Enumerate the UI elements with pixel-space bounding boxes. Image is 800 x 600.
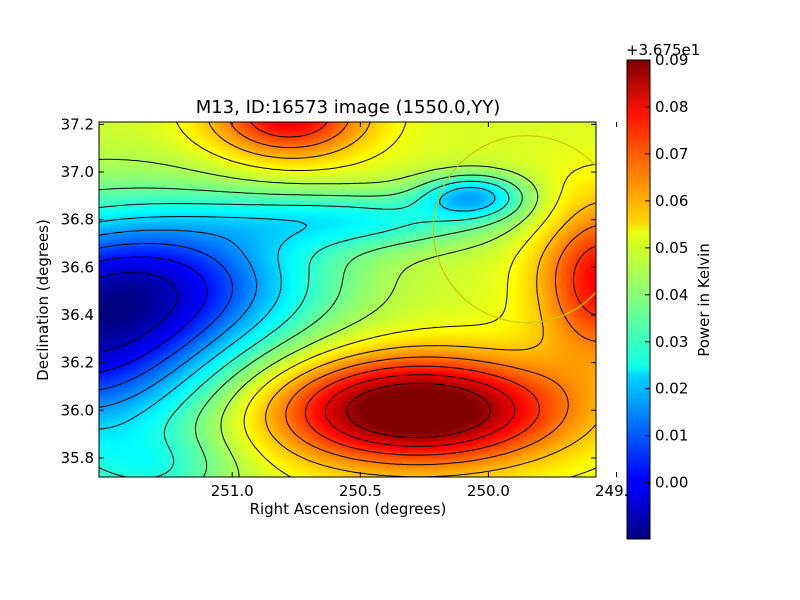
y-tick-label: 36.4 bbox=[61, 306, 94, 324]
colorbar-tick-label: 0.06 bbox=[655, 192, 688, 210]
contour-line bbox=[99, 187, 496, 430]
y-tick-label: 37.0 bbox=[61, 163, 94, 181]
y-tick-label: 36.6 bbox=[61, 258, 94, 276]
chart-title: M13, ID:16573 image (1550.0,YY) bbox=[196, 97, 501, 118]
y-tick-label: 36.8 bbox=[61, 211, 94, 229]
beam-circle bbox=[432, 135, 596, 324]
y-axis-label: Declination (degrees) bbox=[34, 219, 52, 381]
colorbar-ticks: 0.00 0.01 0.02 0.03 0.04 0.05 0.06 0.07 0.08 0.09 bbox=[645, 51, 688, 492]
contour-line bbox=[99, 243, 233, 391]
colorbar-label: Power in Kelvin bbox=[695, 243, 713, 357]
colorbar-offset-text: +3.675e1 bbox=[626, 41, 700, 59]
x-tick-label: 250.0 bbox=[467, 482, 510, 500]
colorbar-gradient bbox=[627, 60, 650, 539]
colorbar: 0.00 0.01 0.02 0.03 0.04 0.05 0.06 0.07 0.08 0.09… bbox=[626, 41, 713, 540]
plot-area bbox=[98, 121, 597, 478]
y-axis: 35.8 36.0 36.2 36.4 36.6 36.8 37.0 37.2 bbox=[61, 115, 596, 467]
contour-line bbox=[99, 158, 539, 477]
colorbar-tick-label: 0.05 bbox=[655, 239, 688, 257]
contour-line bbox=[324, 374, 516, 447]
contour-line bbox=[99, 180, 510, 477]
y-tick-label: 36.0 bbox=[61, 401, 94, 419]
colorbar-tick-label: 0.07 bbox=[655, 145, 688, 163]
contour-line bbox=[99, 256, 208, 373]
colorbar-frame bbox=[626, 59, 651, 540]
contour-line bbox=[250, 122, 596, 456]
contour-lines bbox=[99, 122, 596, 477]
contour-line bbox=[99, 229, 258, 408]
colorbar-tick-label: 0.03 bbox=[655, 333, 688, 351]
contour-line bbox=[99, 272, 178, 353]
colorbar-tick-label: 0.00 bbox=[655, 474, 688, 492]
x-tick-label: 251.0 bbox=[211, 482, 254, 500]
y-tick-label: 37.2 bbox=[61, 115, 94, 133]
colorbar-tick-label: 0.08 bbox=[655, 98, 688, 116]
heatmap bbox=[99, 122, 596, 477]
x-tick-label: 250.5 bbox=[339, 482, 382, 500]
y-tick-label: 36.2 bbox=[61, 354, 94, 372]
colorbar-tick-label: 0.02 bbox=[655, 380, 688, 398]
plot-frame bbox=[98, 121, 597, 478]
colorbar-tick-label: 0.09 bbox=[655, 51, 688, 69]
contour-line bbox=[99, 174, 523, 477]
colorbar-tick-label: 0.04 bbox=[655, 286, 688, 304]
y-tick-label: 35.8 bbox=[61, 449, 94, 467]
x-axis-label: Right Ascension (degrees) bbox=[250, 500, 447, 518]
colorbar-tick-label: 0.01 bbox=[655, 427, 688, 445]
contour-line bbox=[346, 382, 492, 439]
